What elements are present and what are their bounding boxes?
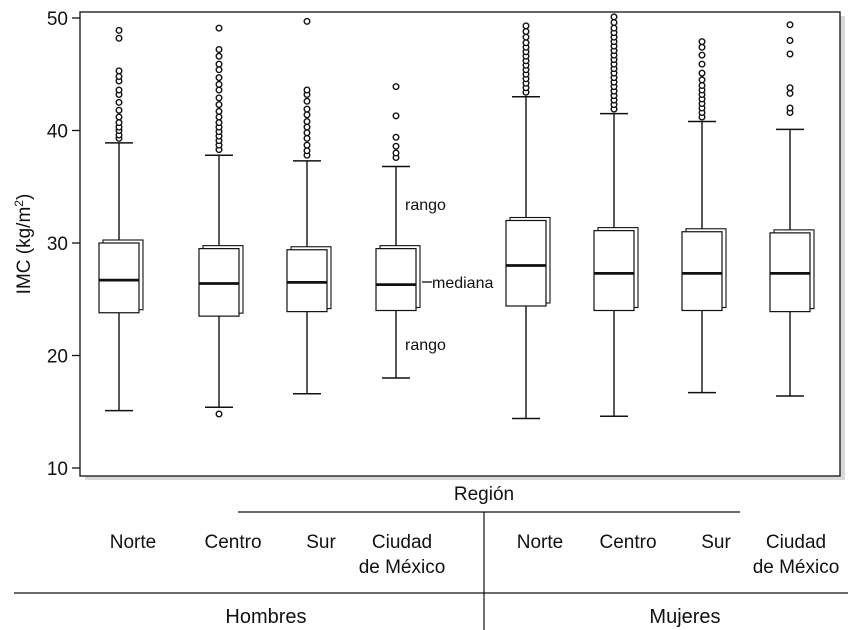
iqr-box (506, 221, 546, 307)
outlier-point (304, 148, 310, 154)
category-label: Centro (599, 532, 656, 553)
outlier-point (116, 74, 122, 80)
outlier-point (116, 28, 122, 34)
outlier-point (699, 83, 705, 89)
outlier-point (216, 109, 222, 115)
outlier-point (699, 44, 705, 50)
outlier-point (116, 100, 122, 106)
outlier-point (304, 130, 310, 136)
outlier-point (523, 40, 529, 46)
outlier-point (216, 95, 222, 101)
y-axis-label: IMC (kg/m2) (12, 194, 35, 295)
outlier-point (216, 120, 222, 126)
outlier-point (787, 22, 793, 28)
outlier-point (304, 124, 310, 130)
iqr-box (99, 243, 139, 313)
iqr-box (682, 232, 722, 311)
outlier-point (787, 91, 793, 97)
outlier-point (216, 114, 222, 120)
category-label: Norte (517, 532, 563, 553)
y-tick-label: 10 (47, 459, 68, 480)
outlier-point (393, 113, 399, 119)
y-tick-label: 20 (47, 347, 68, 368)
outlier-point (116, 68, 122, 74)
outlier-point (787, 105, 793, 111)
group-label-mujeres: Mujeres (649, 606, 720, 628)
outlier-point (116, 35, 122, 41)
iqr-box (287, 250, 327, 312)
outlier-point (611, 14, 617, 20)
outlier-point (216, 82, 222, 88)
x-axis-label: Región (454, 484, 514, 505)
category-label: Norte (110, 532, 156, 553)
category-label: Sur (701, 532, 731, 553)
category-label: Sur (306, 532, 336, 553)
category-label: Ciudad (372, 532, 432, 553)
outlier-point (304, 119, 310, 125)
iqr-box (594, 231, 634, 311)
category-label: Ciudad (766, 532, 826, 553)
outlier-point (304, 98, 310, 104)
outlier-point (699, 61, 705, 67)
outlier-point (611, 25, 617, 31)
outlier-point (699, 70, 705, 76)
outlier-point (304, 106, 310, 112)
annotation-upper-range: rango (405, 197, 446, 214)
outlier-point (216, 25, 222, 31)
outlier-point (304, 19, 310, 25)
y-axis: 10 20 30 40 50 (47, 9, 80, 480)
y-tick-label: 40 (47, 122, 68, 143)
annotation-lower-range: rango (405, 337, 446, 354)
outlier-point (523, 29, 529, 35)
y-tick-label: 50 (47, 9, 68, 30)
outlier-point (787, 51, 793, 57)
outlier-point (523, 23, 529, 29)
outlier-point (393, 134, 399, 140)
annotation-median: mediana (432, 275, 493, 292)
outlier-point (216, 75, 222, 81)
category-label-line2: de México (753, 557, 840, 578)
outlier-point (393, 150, 399, 156)
outlier-point (787, 85, 793, 91)
outlier-point (216, 102, 222, 108)
y-tick-label: 30 (47, 234, 68, 255)
outlier-point (393, 84, 399, 90)
outlier-point (116, 114, 122, 120)
outlier-point (393, 143, 399, 149)
outlier-point (699, 52, 705, 58)
outlier-point (304, 142, 310, 148)
outlier-point (787, 38, 793, 44)
outlier-point (216, 47, 222, 53)
category-label-line2: de México (359, 557, 446, 578)
outlier-point (116, 120, 122, 126)
outlier-point (699, 39, 705, 45)
group-label-hombres: Hombres (225, 606, 306, 628)
outlier-point (116, 87, 122, 93)
outlier-point (523, 34, 529, 40)
outlier-point (216, 67, 222, 73)
outlier-point (611, 20, 617, 26)
category-label: Centro (204, 532, 261, 553)
outlier-point (216, 61, 222, 67)
iqr-box (376, 249, 416, 311)
category-labels: Norte Centro Sur Ciudad de México Norte Centro… (110, 532, 840, 578)
outlier-point (304, 112, 310, 118)
outlier-point (116, 107, 122, 113)
outlier-point (216, 53, 222, 59)
outlier-point (699, 77, 705, 83)
outlier-point (216, 411, 222, 417)
outlier-point (216, 87, 222, 93)
outlier-point (304, 87, 310, 93)
outlier-point (304, 136, 310, 142)
